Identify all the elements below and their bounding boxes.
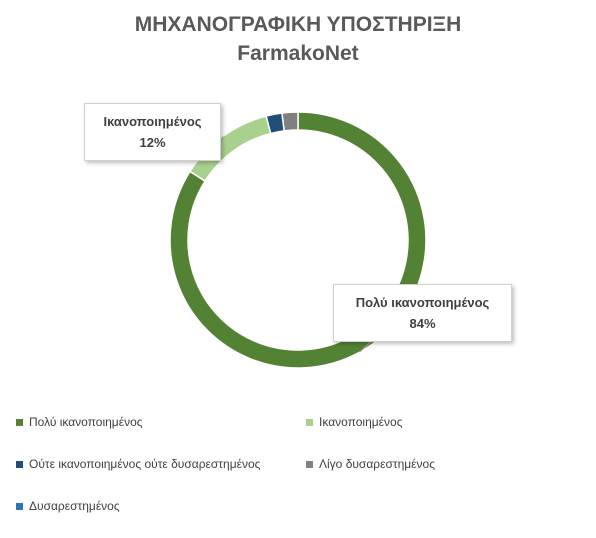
legend-label: Λίγο δυσαρεστημένος: [319, 457, 435, 471]
legend-swatch: [16, 460, 23, 468]
data-label-very-satisfied: Πολύ ικανοποιημένος 84%: [333, 284, 512, 342]
slice-3: [281, 111, 299, 132]
legend-swatch: [16, 418, 23, 426]
legend-label: Πολύ ικανοποιημένος: [29, 415, 143, 429]
chart-title-line1: ΜΗΧΑΝΟΓΡΑΦΙΚΗ ΥΠΟΣΤΗΡΙΞΗ: [134, 13, 462, 36]
legend-item-2: Ούτε ικανοποιημένος ούτε δυσαρεστημένος: [16, 457, 260, 471]
data-label-satisfied: Ικανοποιημένος 12%: [84, 103, 221, 161]
legend-label: Ούτε ικανοποιημένος ούτε δυσαρεστημένος: [29, 457, 261, 471]
legend-item-3: Λίγο δυσαρεστημένος: [306, 457, 435, 471]
data-label-value: 12%: [139, 135, 166, 150]
data-label-name: Ικανοποιημένος: [103, 114, 202, 129]
legend-item-1: Ικανοποιημένος: [306, 415, 402, 429]
data-label-value: 84%: [409, 316, 436, 331]
legend-label: Δυσαρεστημένος: [29, 499, 120, 513]
slice-0: [169, 111, 427, 369]
legend-swatch: [306, 418, 313, 426]
data-label-name: Πολύ ικανοποιημένος: [355, 295, 490, 310]
legend-item-0: Πολύ ικανοποιημένος: [16, 415, 143, 429]
legend-swatch: [306, 460, 313, 468]
chart-title-line2: FarmakoNet: [237, 42, 359, 65]
chart-title: ΜΗΧΑΝΟΓΡΑΦΙΚΗ ΥΠΟΣΤΗΡΙΞΗ FarmakoNet: [0, 10, 596, 68]
legend-label: Ικανοποιημένος: [319, 415, 403, 429]
legend-swatch: [16, 502, 23, 510]
legend-item-4: Δυσαρεστημένος: [16, 499, 120, 513]
